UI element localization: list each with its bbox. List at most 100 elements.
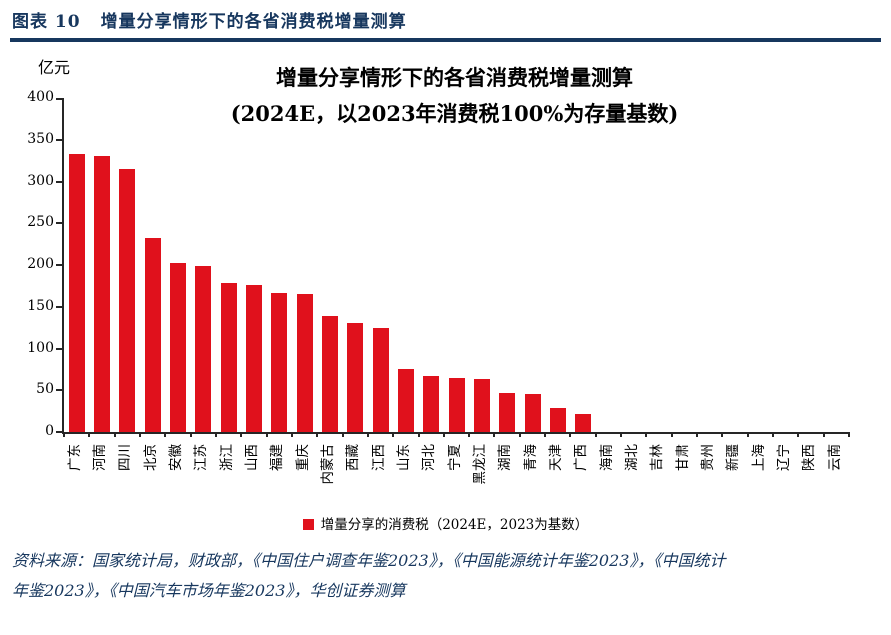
x-axis-tick bbox=[670, 432, 673, 437]
bar-slot bbox=[368, 98, 393, 432]
y-axis-tick-label: 50 bbox=[36, 381, 54, 398]
bar-天津 bbox=[549, 407, 566, 432]
x-axis-tick bbox=[594, 432, 597, 437]
figure-title: 增量分享情形下的各省消费税增量测算 bbox=[100, 12, 407, 32]
x-axis-tick bbox=[518, 432, 521, 437]
y-axis-tick bbox=[56, 264, 64, 266]
bar-重庆 bbox=[296, 294, 313, 432]
x-category-label: 湖北 bbox=[619, 440, 644, 522]
x-category-label-text: 西藏 bbox=[345, 444, 362, 471]
x-axis-tick bbox=[569, 432, 572, 437]
x-category-label-text: 河南 bbox=[91, 444, 108, 471]
x-category-label: 黑龙江 bbox=[467, 440, 492, 522]
x-category-label: 吉林 bbox=[645, 440, 670, 522]
y-axis-tick-label: 200 bbox=[27, 256, 54, 273]
source-line2: 年鉴2023》，《中国汽车市场年鉴2023》，华创证券测算 bbox=[12, 581, 406, 600]
x-category-label-text: 浙江 bbox=[218, 444, 235, 471]
bar-安徽 bbox=[169, 263, 186, 432]
x-category-label: 浙江 bbox=[214, 440, 239, 522]
x-axis-tick bbox=[442, 432, 445, 437]
bar-slot bbox=[317, 98, 342, 432]
x-category-label: 四川 bbox=[113, 440, 138, 522]
bar-山西 bbox=[245, 285, 262, 432]
y-axis-tick-label: 100 bbox=[27, 339, 54, 356]
x-category-label: 福建 bbox=[265, 440, 290, 522]
x-category-label-text: 吉林 bbox=[649, 444, 666, 471]
x-category-label-text: 北京 bbox=[142, 444, 159, 471]
bar-西藏 bbox=[347, 323, 364, 432]
x-category-label-text: 辽宁 bbox=[775, 444, 792, 471]
chart-title-line1: 增量分享情形下的各省消费税增量测算 bbox=[276, 65, 633, 90]
legend: 增量分享的消费税（2024E，2023为基数） bbox=[0, 513, 891, 533]
x-axis-tick bbox=[366, 432, 369, 437]
bar-slot bbox=[64, 98, 89, 432]
x-axis-tick bbox=[696, 432, 699, 437]
x-category-label-text: 海南 bbox=[598, 444, 615, 471]
y-axis-tick bbox=[56, 305, 64, 308]
bar-浙江 bbox=[220, 282, 237, 432]
x-category-label: 西藏 bbox=[341, 440, 366, 522]
x-category-label-text: 福建 bbox=[269, 444, 286, 471]
x-axis-tick bbox=[721, 432, 724, 437]
x-category-label: 山西 bbox=[239, 440, 264, 522]
x-category-label-text: 黑龙江 bbox=[471, 444, 488, 485]
x-category-label-text: 青海 bbox=[522, 444, 539, 471]
header-rule bbox=[10, 38, 881, 42]
bar-slot bbox=[495, 98, 520, 432]
x-category-label: 河北 bbox=[417, 440, 442, 522]
bar-slot bbox=[672, 98, 697, 432]
chart-title: 增量分享情形下的各省消费税增量测算 (2024E，以2023年消费税100%为存… bbox=[62, 60, 847, 132]
bar-slot bbox=[571, 98, 596, 432]
x-category-label: 上海 bbox=[746, 440, 771, 522]
x-category-label-text: 江西 bbox=[370, 444, 387, 471]
y-axis-tick-label: 350 bbox=[27, 130, 54, 147]
x-category-label-text: 天津 bbox=[547, 444, 564, 471]
y-axis-unit-label: 亿元 bbox=[38, 58, 71, 77]
x-category-label-text: 湖南 bbox=[497, 444, 514, 471]
x-axis-tick bbox=[240, 432, 243, 437]
x-axis-tick bbox=[544, 432, 547, 437]
x-category-label: 广东 bbox=[62, 440, 87, 522]
bar-slot bbox=[140, 98, 165, 432]
bar-江西 bbox=[372, 327, 389, 432]
source-note: 资料来源：国家统计局，财政部，《中国住户调查年鉴2023》，《中国能源统计年鉴2… bbox=[12, 546, 879, 606]
x-category-label: 贵州 bbox=[695, 440, 720, 522]
x-category-label: 河南 bbox=[87, 440, 112, 522]
x-axis-tick bbox=[645, 432, 648, 437]
bar-slot bbox=[596, 98, 621, 432]
bar-slot bbox=[621, 98, 646, 432]
bar-山东 bbox=[397, 369, 414, 432]
x-category-label: 天津 bbox=[543, 440, 568, 522]
x-axis-tick bbox=[214, 432, 217, 437]
legend-marker bbox=[302, 519, 314, 530]
y-axis-tick bbox=[56, 98, 64, 100]
x-axis-tick bbox=[138, 432, 141, 437]
legend-label: 增量分享的消费税（2024E，2023为基数） bbox=[320, 517, 589, 533]
x-category-label-text: 贵州 bbox=[699, 444, 716, 471]
x-category-label: 新疆 bbox=[721, 440, 746, 522]
bar-slot bbox=[520, 98, 545, 432]
bar-slot bbox=[165, 98, 190, 432]
bar-slot bbox=[343, 98, 368, 432]
x-category-label: 海南 bbox=[594, 440, 619, 522]
x-axis-tick bbox=[417, 432, 420, 437]
y-axis-tick-label: 250 bbox=[27, 214, 54, 231]
x-axis-tick bbox=[265, 432, 268, 437]
y-axis-tick-label: 0 bbox=[45, 423, 54, 440]
x-category-label-text: 新疆 bbox=[725, 444, 742, 471]
x-axis-tick bbox=[113, 432, 116, 437]
x-axis-tick bbox=[493, 432, 496, 437]
bar-福建 bbox=[271, 293, 288, 432]
x-category-label-text: 江苏 bbox=[193, 444, 210, 471]
bar-北京 bbox=[144, 238, 161, 432]
bar-slot bbox=[216, 98, 241, 432]
bar-slot bbox=[115, 98, 140, 432]
x-category-label-text: 山西 bbox=[243, 444, 260, 471]
x-category-label: 青海 bbox=[518, 440, 543, 522]
x-category-label: 北京 bbox=[138, 440, 163, 522]
x-category-label-text: 宁夏 bbox=[446, 444, 463, 471]
x-axis-tick bbox=[316, 432, 319, 437]
x-axis-tick bbox=[341, 432, 344, 437]
x-axis-tick bbox=[772, 432, 775, 437]
bar-slot bbox=[748, 98, 773, 432]
